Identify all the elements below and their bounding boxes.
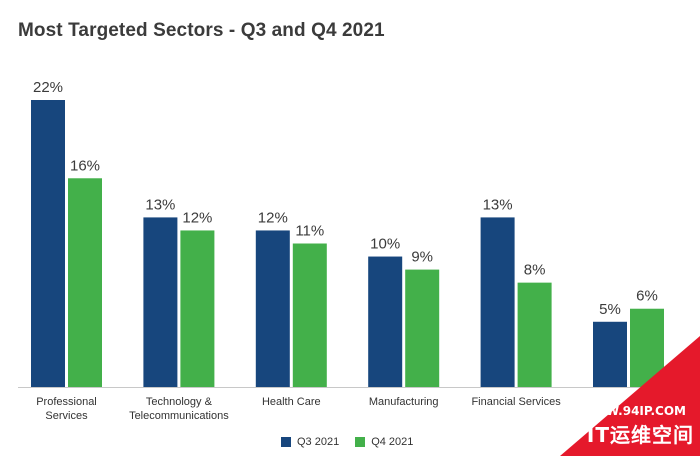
bar-q4-0 — [68, 178, 102, 387]
chart-title: Most Targeted Sectors - Q3 and Q4 2021 — [18, 20, 385, 41]
watermark-triangle — [560, 336, 700, 456]
data-label-q4-3: 9% — [411, 249, 433, 266]
data-label-q3-0: 22% — [33, 79, 63, 96]
data-label-q4-5: 6% — [636, 288, 658, 305]
legend-item-q3: Q3 2021 — [281, 436, 339, 448]
category-label-3-0: Manufacturing — [369, 396, 439, 408]
data-label-q4-0: 16% — [70, 157, 100, 174]
category-label-0-1: Services — [45, 410, 88, 422]
watermark-url: WWW.94IP.COM — [579, 404, 686, 418]
category-label-1-1: Telecommunications — [129, 410, 229, 422]
data-label-q3-1: 13% — [145, 196, 175, 213]
bar-q4-2 — [292, 243, 327, 387]
legend-item-q4: Q4 2021 — [355, 436, 413, 448]
category-label-2-0: Health Care — [262, 396, 321, 408]
legend-swatch-q4 — [355, 437, 366, 447]
data-label-q4-1: 12% — [182, 209, 212, 226]
legend-swatch-q3 — [281, 437, 291, 447]
bar-q3-2 — [255, 230, 290, 387]
bar-q3-1 — [143, 217, 178, 387]
legend-label-q3: Q3 2021 — [297, 436, 340, 448]
data-label-q3-2: 12% — [258, 209, 288, 226]
bar-q4-4 — [517, 282, 552, 387]
data-label-q3-4: 13% — [483, 196, 513, 213]
data-label-q4-4: 8% — [524, 262, 546, 279]
watermark-brand: IT运维空间 — [586, 423, 694, 447]
category-label-1-0: Technology & — [146, 396, 213, 408]
data-label-q3-3: 10% — [370, 236, 400, 253]
bar-q4-1 — [180, 230, 215, 387]
category-label-0-0: Professional — [36, 396, 97, 408]
bar-q3-4 — [480, 217, 515, 387]
legend-label-q4: Q4 2021 — [371, 436, 414, 448]
bar-q3-3 — [368, 256, 403, 387]
bar-q4-3 — [405, 269, 440, 387]
data-label-q3-5: 5% — [599, 301, 621, 318]
bar-q3-0 — [31, 100, 65, 387]
legend: Q3 2021 Q4 2021 — [281, 436, 429, 448]
data-label-q4-2: 11% — [295, 223, 324, 240]
category-label-4-0: Financial Services — [471, 396, 561, 408]
